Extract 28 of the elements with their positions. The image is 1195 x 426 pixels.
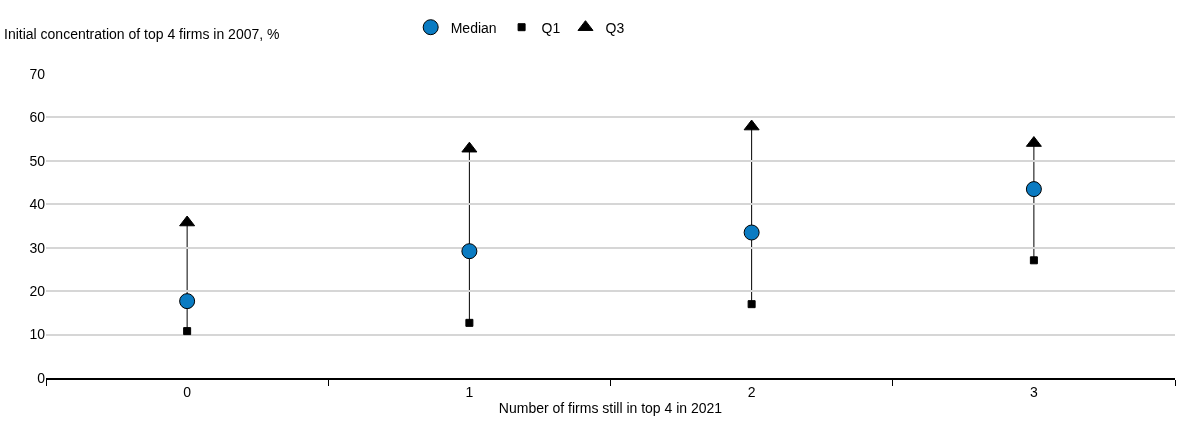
point <box>1025 181 1042 198</box>
x-axis-title: Number of firms still in top 4 in 2021 <box>498 399 723 416</box>
x-tick-label: 0 <box>183 383 192 400</box>
y-tick-label: 70 <box>29 65 46 82</box>
point <box>461 141 478 153</box>
x-tick-label: 3 <box>1029 383 1038 400</box>
y-tick-label: 60 <box>29 109 46 126</box>
y-tick-label: 0 <box>37 369 46 386</box>
x-tick-label: 1 <box>465 383 474 400</box>
y-tick-label: 50 <box>29 152 46 169</box>
point <box>179 215 196 227</box>
legend-label: Q1 <box>541 19 561 36</box>
x-tick-label: 2 <box>747 383 756 400</box>
point <box>179 293 196 310</box>
y-tick-label: 30 <box>29 239 46 256</box>
y-axis-title: Initial concentration of top 4 firms in 2007, % <box>4 26 280 42</box>
point <box>183 327 192 336</box>
point <box>1029 256 1038 265</box>
y-tick-label: 10 <box>29 326 46 343</box>
y-tick-label: 20 <box>29 283 46 300</box>
point <box>743 119 760 131</box>
point <box>747 300 756 309</box>
point <box>743 224 760 241</box>
y-tick-label: 40 <box>29 196 46 213</box>
point <box>461 243 478 260</box>
legend-label: Q3 <box>605 19 625 36</box>
point <box>465 318 474 327</box>
legend-label: Median <box>450 19 497 36</box>
